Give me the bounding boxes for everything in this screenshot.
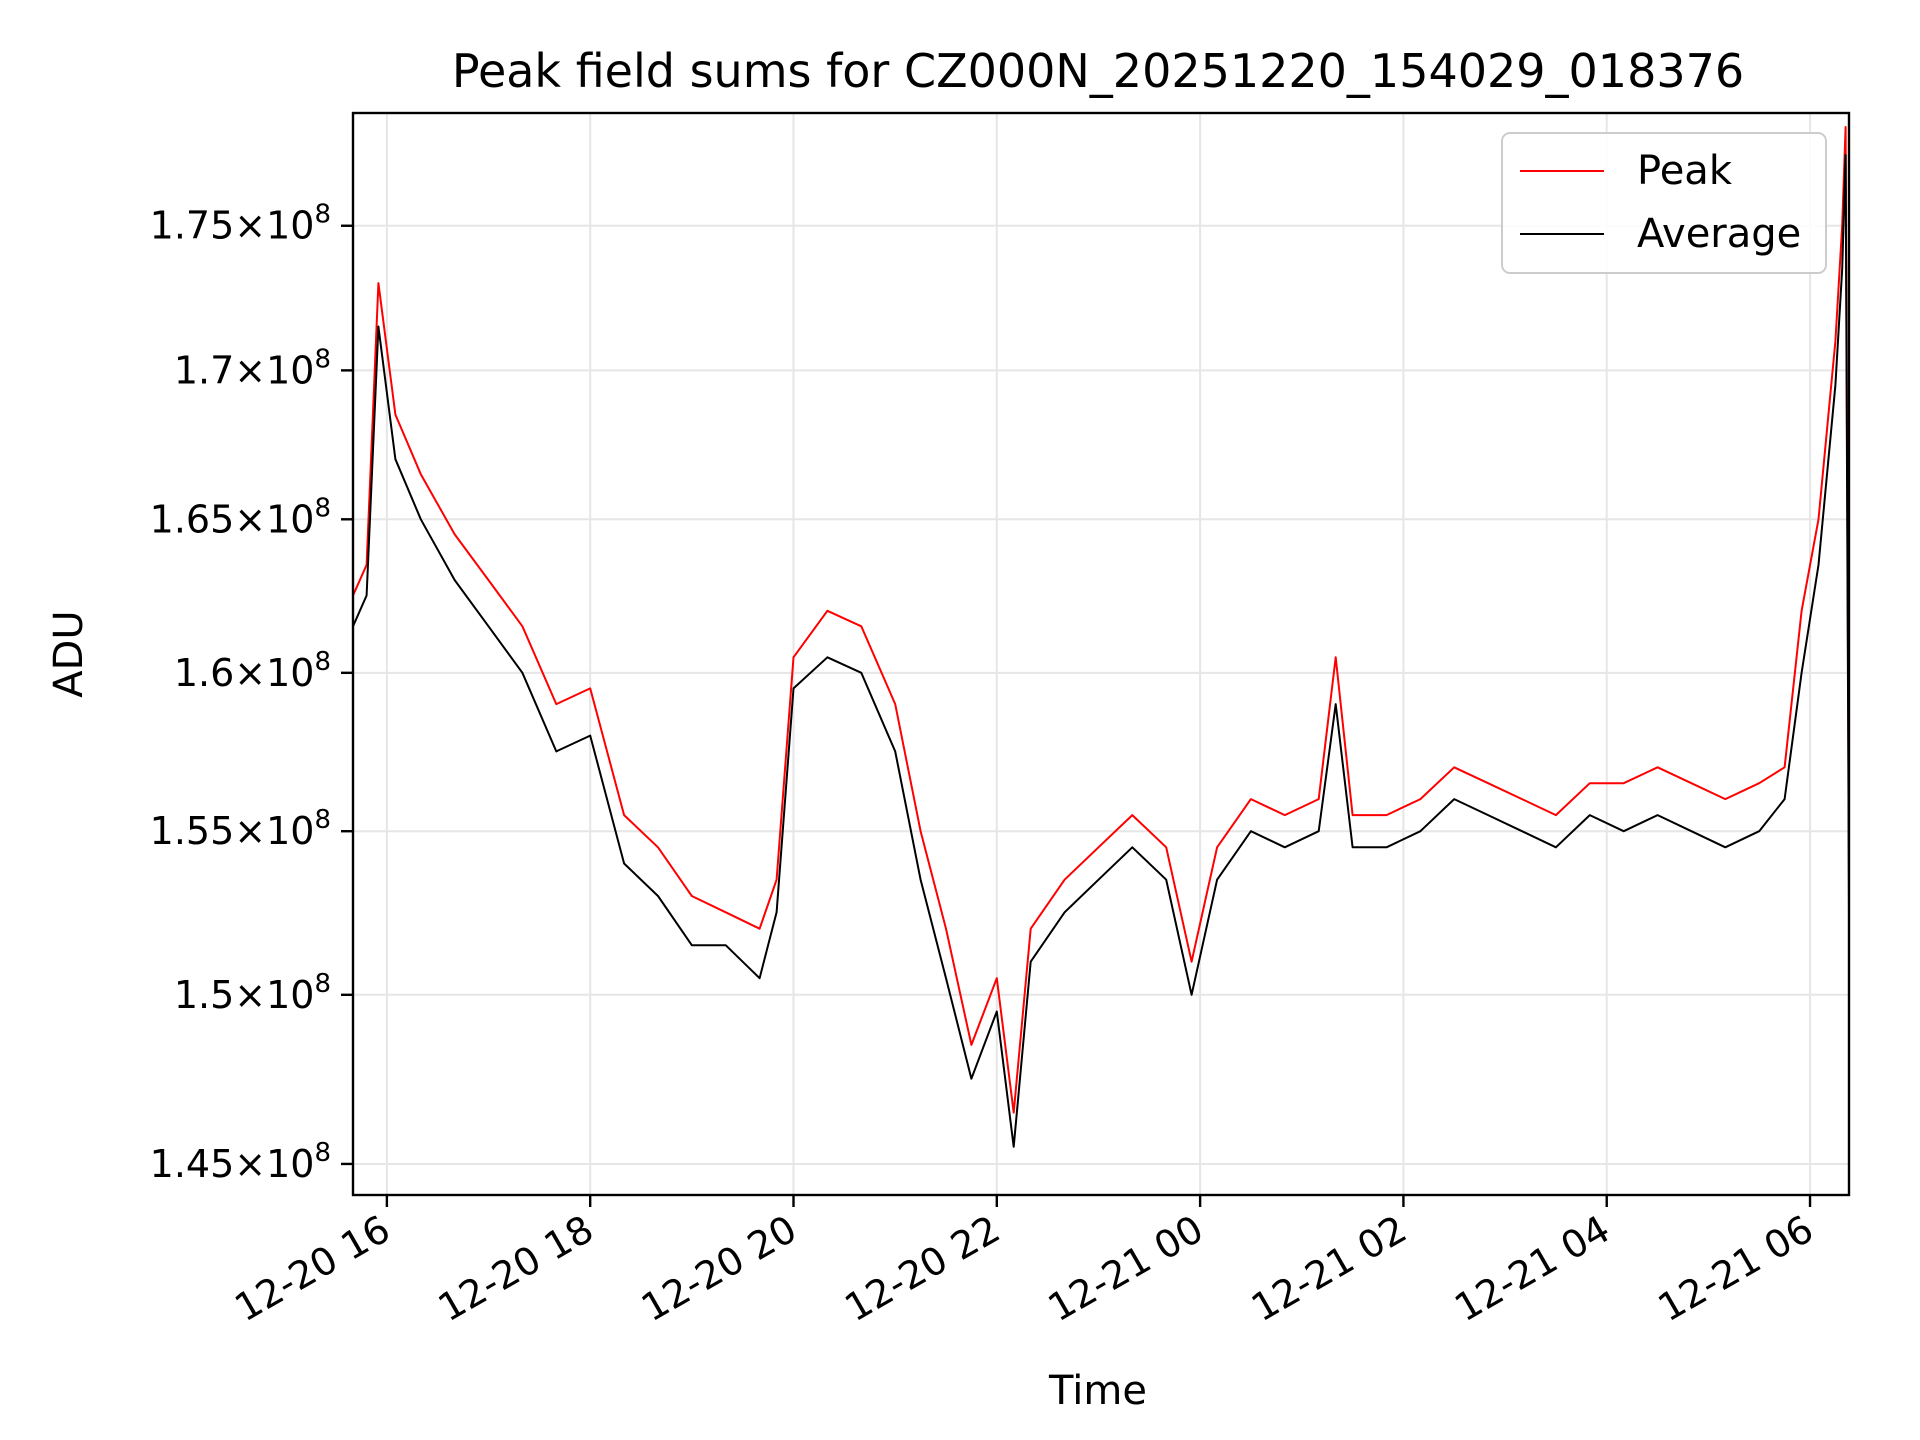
grid (353, 113, 1849, 1195)
chart-title: Peak field sums for CZ000N_20251220_1540… (452, 44, 1744, 98)
y-tick-label: 1.75×108 (150, 200, 331, 248)
y-tick-label: 1.5×108 (174, 969, 331, 1017)
y-tick-label: 1.45×108 (150, 1138, 331, 1186)
y-tick-label: 1.7×108 (174, 344, 331, 392)
y-tick-label: 1.6×108 (174, 647, 331, 695)
y-tick-label: 1.65×108 (150, 493, 331, 541)
plot-frame (351, 111, 1851, 1197)
legend-box (1501, 132, 1827, 274)
legend: Peak Average (1501, 132, 1827, 274)
series-peak-line (353, 126, 1849, 1114)
legend-average-label: Average (1637, 211, 1801, 257)
legend-peak-label: Peak (1637, 148, 1733, 194)
series-average-line (353, 154, 1849, 1148)
y-axis-label: ADU (46, 610, 92, 697)
plot-series (353, 126, 1849, 1148)
y-tick-label: 1.55×108 (150, 805, 331, 853)
x-axis-label: Time (1048, 1368, 1147, 1414)
